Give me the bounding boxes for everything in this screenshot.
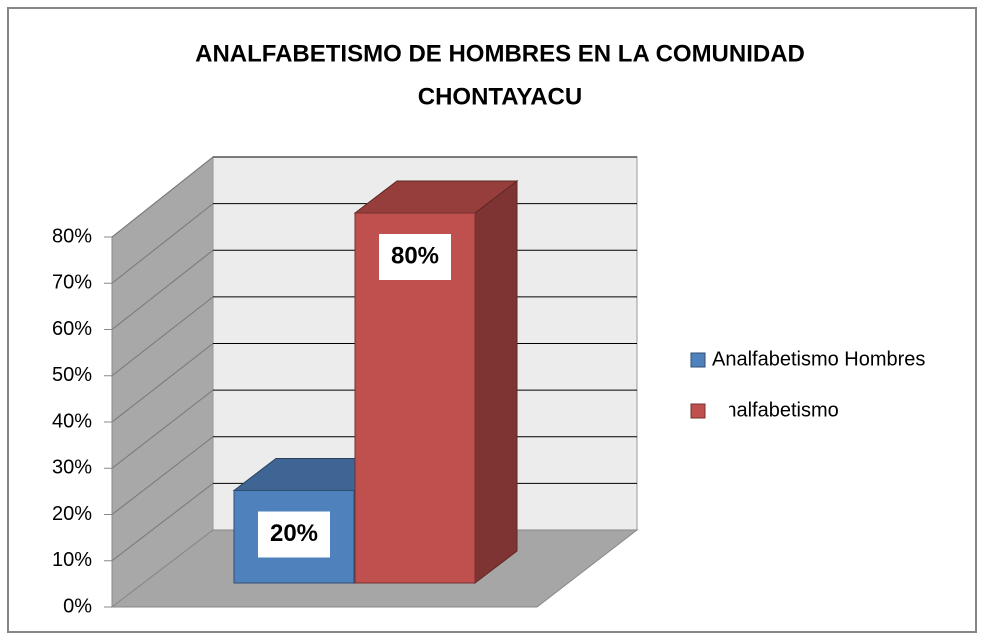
grid-line xyxy=(111,156,214,238)
grid-line xyxy=(111,389,214,469)
grid-line xyxy=(111,203,214,284)
y-tick-label: 80% xyxy=(52,225,92,247)
y-tick-label: 40% xyxy=(52,410,92,432)
grid-line xyxy=(111,249,214,330)
y-tick-label: 30% xyxy=(52,457,92,479)
grid-line xyxy=(111,343,214,423)
bar-side xyxy=(474,179,518,585)
legend-label: Analfabetismo xyxy=(712,399,839,421)
y-tick-label: 10% xyxy=(52,549,92,571)
legend-swatch xyxy=(690,352,706,368)
grid-line xyxy=(111,482,214,562)
chart-title: ANALFABETISMO DE HOMBRES EN LA COMUNIDAD xyxy=(195,40,805,67)
grid-line xyxy=(111,436,214,515)
y-tick-label: 0% xyxy=(63,595,92,617)
legend-swatch xyxy=(690,403,706,419)
grid-line xyxy=(111,296,214,377)
y-tick-label: 20% xyxy=(52,503,92,525)
y-tick-label: 60% xyxy=(52,318,92,340)
chart-subtitle: CHONTAYACU xyxy=(418,83,582,110)
legend-cover xyxy=(705,399,729,423)
data-label: 80% xyxy=(391,242,439,269)
y-tick-label: 50% xyxy=(52,364,92,386)
legend-label: Analfabetismo Hombres xyxy=(712,348,925,370)
y-tick-label: 70% xyxy=(52,272,92,294)
data-label-box xyxy=(379,234,451,280)
data-label: 20% xyxy=(270,520,318,547)
data-label-box xyxy=(258,511,330,558)
